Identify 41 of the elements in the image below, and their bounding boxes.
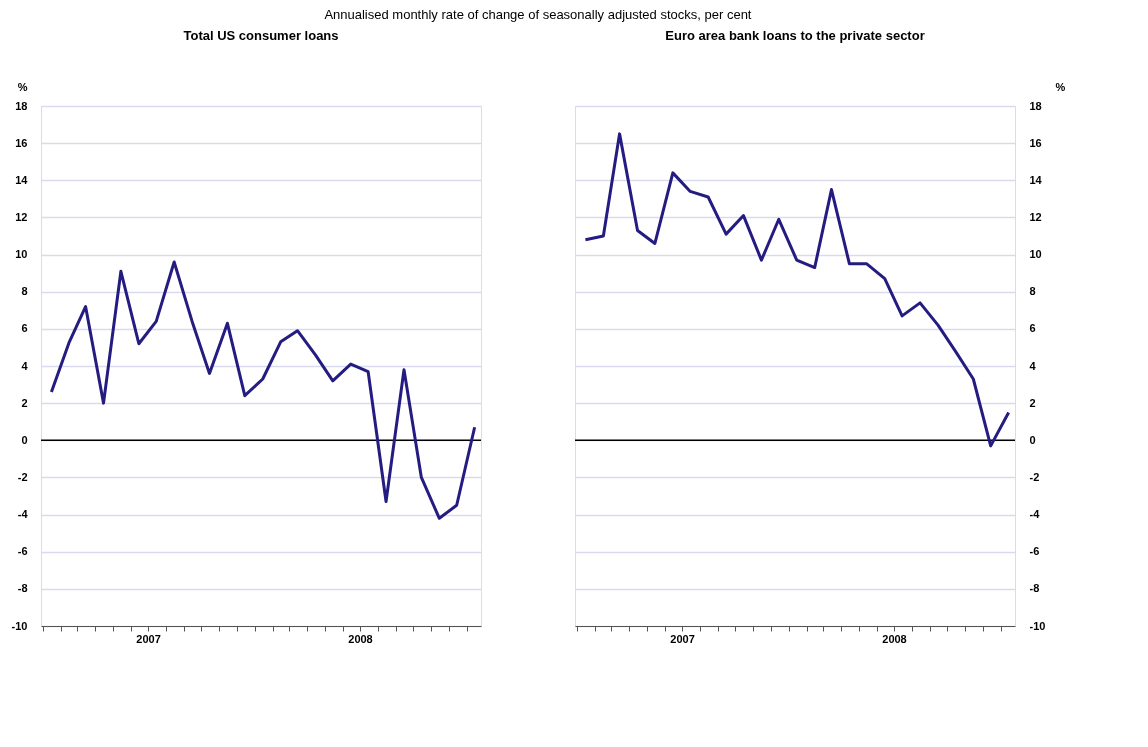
y2-tick-label: 2 [1029,396,1036,409]
x-tick-label: 2008 [882,632,907,645]
line-series [49,260,477,520]
y2-tick-label: 18 [1029,99,1042,112]
y-tick-label: 18 [15,99,28,112]
y-tick-label: 12 [15,210,28,223]
y-tick-label: -6 [17,545,28,558]
y2-tick-label: 14 [1029,173,1043,186]
x-tick-label: 2008 [348,632,373,645]
y2-tick-label: 12 [1029,210,1042,223]
y-tick-label: 8 [21,285,28,298]
y-tick-label: -8 [17,582,28,595]
text: Annualised monthly rate of change of seasonally adjusted stocks, per cent [324,6,752,22]
y2-tick-label: 0 [1029,433,1036,446]
y2-tick-label: -2 [1029,470,1040,483]
y2-tick-label: 8 [1029,285,1036,298]
y2-tick-label: 6 [1029,322,1036,335]
y-axis-title: % [17,80,28,93]
y2-tick-label: 16 [1029,136,1042,149]
y-tick-label: -10 [11,619,28,632]
y2-tick-label: 10 [1029,248,1042,261]
y-tick-label: 6 [21,322,28,335]
x-tick-label: 2007 [136,632,161,645]
y-tick-label: -2 [17,470,28,483]
y-tick-label: 4 [21,359,29,372]
y-tick-label: 0 [21,433,28,446]
y2-tick-label: -6 [1029,545,1040,558]
y-tick-label: 16 [15,136,28,149]
y-tick-label: 14 [15,173,29,186]
chart-title: Total US consumer loans [183,28,339,43]
y-tick-label: -4 [17,508,29,521]
chart-title: Euro area bank loans to the private sector [665,28,925,43]
y2-tick-label: -4 [1029,508,1041,521]
x-tick-label: 2007 [670,632,695,645]
y2-tick-label: -10 [1029,619,1046,632]
line-series [583,132,1011,448]
y2-axis-title: % [1055,80,1066,93]
y2-tick-label: 4 [1029,359,1037,372]
y-tick-label: 2 [21,396,28,409]
y2-tick-label: -8 [1029,582,1040,595]
y-tick-label: 10 [15,248,28,261]
